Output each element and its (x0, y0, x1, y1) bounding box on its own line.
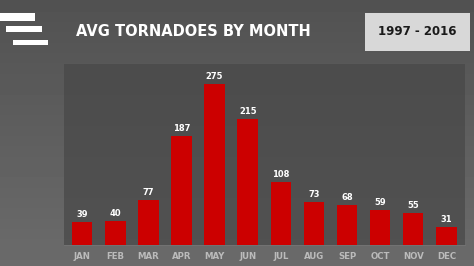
Text: 275: 275 (206, 72, 223, 81)
Bar (370, 210, 391, 245)
Bar (237, 119, 258, 245)
Text: 1997 - 2016: 1997 - 2016 (378, 26, 457, 38)
Text: 215: 215 (239, 107, 256, 116)
Bar (0, 13, 35, 21)
Text: AVG TORNADOES BY MONTH: AVG TORNADOES BY MONTH (76, 24, 311, 39)
Text: 39: 39 (76, 210, 88, 219)
Bar (403, 213, 423, 245)
Bar (304, 202, 324, 245)
Text: 187: 187 (173, 124, 190, 133)
Bar (436, 227, 456, 245)
Bar (13, 40, 48, 45)
Bar (105, 221, 126, 245)
Bar (337, 205, 357, 245)
Bar (171, 136, 192, 245)
Bar (271, 182, 291, 245)
Bar (204, 84, 225, 245)
Text: 31: 31 (440, 215, 452, 224)
Text: 77: 77 (143, 188, 154, 197)
Bar (6, 26, 42, 32)
Text: 40: 40 (109, 209, 121, 218)
Text: 55: 55 (407, 201, 419, 210)
Bar (138, 200, 159, 245)
Text: 59: 59 (374, 198, 386, 207)
Text: 73: 73 (308, 190, 319, 199)
Text: 108: 108 (272, 170, 290, 179)
Text: 68: 68 (341, 193, 353, 202)
Bar (365, 13, 470, 51)
Bar (72, 222, 92, 245)
